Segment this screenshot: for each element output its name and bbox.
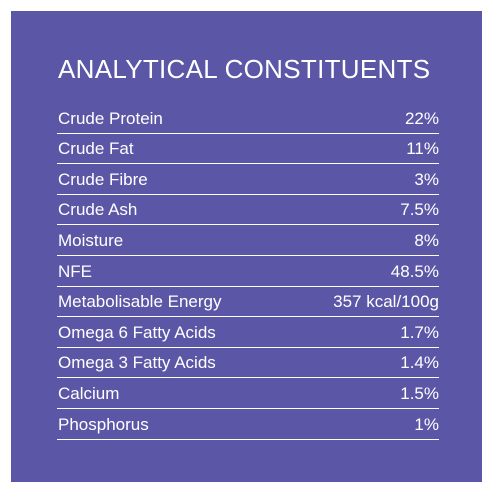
row-value: 11%: [406, 139, 439, 159]
table-row: Crude Fibre 3%: [57, 164, 439, 195]
analytical-constituents-panel: ANALYTICAL CONSTITUENTS Crude Protein 22…: [11, 11, 482, 482]
constituents-table: Crude Protein 22% Crude Fat 11% Crude Fi…: [57, 103, 439, 440]
table-row: Calcium 1.5%: [57, 378, 439, 409]
row-name: Crude Ash: [58, 200, 138, 220]
row-name: Omega 6 Fatty Acids: [58, 322, 216, 342]
row-value: 1.4%: [400, 353, 439, 373]
table-row: NFE 48.5%: [57, 256, 439, 287]
row-value: 48.5%: [390, 261, 439, 281]
table-row: Metabolisable Energy 357 kcal/100g: [57, 287, 439, 318]
row-name: NFE: [58, 261, 92, 281]
row-name: Omega 3 Fatty Acids: [58, 353, 216, 373]
table-row: Crude Fat 11%: [57, 134, 439, 165]
row-name: Crude Fat: [58, 139, 134, 159]
panel-title: ANALYTICAL CONSTITUENTS: [58, 54, 431, 84]
row-name: Crude Fibre: [58, 169, 148, 189]
row-value: 8%: [414, 230, 439, 250]
table-row: Omega 3 Fatty Acids 1.4%: [57, 348, 439, 379]
row-value: 7.5%: [400, 200, 439, 220]
row-name: Metabolisable Energy: [58, 292, 222, 312]
table-row: Crude Ash 7.5%: [57, 195, 439, 226]
row-value: 1.7%: [400, 322, 439, 342]
row-value: 22%: [404, 108, 439, 128]
row-name: Crude Protein: [58, 108, 163, 128]
table-row: Crude Protein 22%: [57, 103, 439, 134]
row-value: 1%: [414, 414, 439, 434]
row-value: 3%: [414, 169, 439, 189]
table-row: Moisture 8%: [57, 225, 439, 256]
table-row: Omega 6 Fatty Acids 1.7%: [57, 317, 439, 348]
row-name: Phosphorus: [58, 414, 149, 434]
row-name: Moisture: [58, 230, 124, 250]
row-value: 1.5%: [400, 383, 439, 403]
row-name: Calcium: [58, 383, 120, 403]
table-row: Phosphorus 1%: [57, 409, 439, 440]
row-value: 357 kcal/100g: [333, 292, 439, 312]
